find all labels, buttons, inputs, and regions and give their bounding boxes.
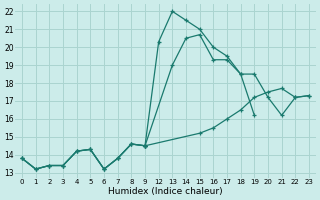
X-axis label: Humidex (Indice chaleur): Humidex (Indice chaleur) xyxy=(108,187,223,196)
